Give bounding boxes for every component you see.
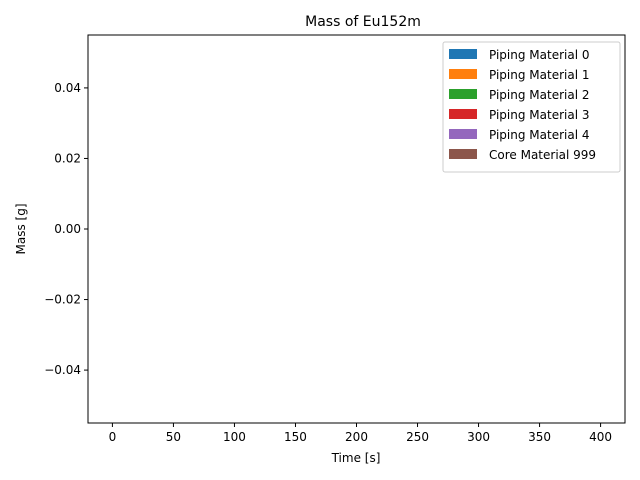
y-tick-label: 0.02 (54, 151, 81, 165)
x-tick-label: 250 (406, 430, 429, 444)
x-axis-label: Time [s] (331, 451, 381, 465)
y-axis-label: Mass [g] (14, 203, 28, 254)
legend-entry: Piping Material 0 (489, 48, 590, 62)
legend-swatch (449, 109, 477, 119)
x-tick-label: 50 (166, 430, 181, 444)
x-tick-label: 150 (284, 430, 307, 444)
legend-swatch (449, 149, 477, 159)
legend-swatch (449, 129, 477, 139)
legend-swatch (449, 69, 477, 79)
y-tick-label: 0.00 (54, 222, 81, 236)
legend-entry: Piping Material 4 (489, 128, 590, 142)
x-axis: 0 50 100 150 200 250 300 350 400 (109, 423, 612, 444)
y-axis: −0.04 −0.02 0.00 0.02 0.04 (44, 81, 88, 377)
y-tick-label: −0.04 (44, 363, 81, 377)
legend-entry: Core Material 999 (489, 148, 596, 162)
x-tick-label: 100 (223, 430, 246, 444)
x-tick-label: 400 (589, 430, 612, 444)
x-tick-label: 350 (528, 430, 551, 444)
legend-frame (442, 41, 621, 173)
x-tick-label: 0 (109, 430, 117, 444)
y-tick-label: 0.04 (54, 81, 81, 95)
x-tick-label: 300 (467, 430, 490, 444)
legend-entry: Piping Material 1 (489, 68, 590, 82)
legend-swatch (449, 89, 477, 99)
y-tick-label: −0.02 (44, 293, 81, 307)
legend-entry: Piping Material 2 (489, 88, 590, 102)
legend-entry: Piping Material 3 (489, 108, 590, 122)
legend-swatch (449, 49, 477, 59)
x-tick-label: 200 (345, 430, 368, 444)
chart-title: Mass of Eu152m (305, 14, 421, 30)
legend: Piping Material 0 Piping Material 1 Piping… (442, 41, 621, 173)
